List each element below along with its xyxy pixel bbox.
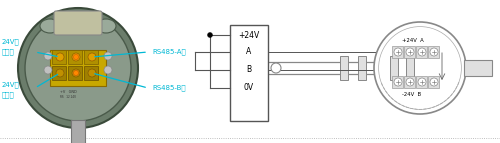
Bar [84, 66, 98, 80]
Text: -24V  B: -24V B [402, 92, 421, 97]
Text: 0V: 0V [244, 84, 254, 93]
Circle shape [406, 78, 414, 86]
Circle shape [56, 69, 64, 77]
Bar [68, 66, 82, 80]
Text: +24V: +24V [238, 30, 260, 39]
Circle shape [394, 48, 402, 56]
Ellipse shape [40, 19, 60, 33]
Circle shape [104, 66, 112, 74]
Text: RS   12 24V: RS 12 24V [60, 95, 76, 99]
Circle shape [74, 54, 78, 59]
Bar [416, 76, 427, 88]
Text: 源正极: 源正极 [2, 49, 15, 55]
Text: A: A [246, 47, 252, 56]
Text: 24V电: 24V电 [2, 82, 20, 88]
Circle shape [56, 53, 64, 61]
Bar [340, 56, 348, 80]
Text: +V   GND: +V GND [60, 90, 76, 94]
Bar [428, 46, 439, 58]
Bar [404, 76, 415, 88]
Circle shape [271, 63, 281, 73]
Bar [68, 50, 82, 64]
Bar [392, 76, 403, 88]
Circle shape [378, 27, 462, 109]
Bar [390, 56, 398, 80]
Text: +24V  A: +24V A [402, 37, 424, 42]
Bar [428, 76, 439, 88]
Bar [84, 50, 98, 64]
Text: RS485-B极: RS485-B极 [152, 85, 186, 91]
Circle shape [44, 66, 52, 74]
Bar [50, 50, 106, 86]
Circle shape [25, 15, 131, 121]
Circle shape [374, 22, 466, 114]
Text: RS485-A极: RS485-A极 [152, 49, 186, 55]
Circle shape [418, 48, 426, 56]
Circle shape [44, 52, 52, 60]
Text: B: B [246, 65, 252, 75]
Ellipse shape [96, 19, 116, 33]
Bar [406, 56, 414, 80]
Circle shape [72, 69, 80, 77]
Bar [230, 25, 268, 121]
Circle shape [430, 48, 438, 56]
Text: 24V电: 24V电 [2, 39, 20, 45]
Circle shape [104, 52, 112, 60]
Circle shape [406, 48, 414, 56]
Bar [358, 56, 366, 80]
Circle shape [88, 69, 96, 77]
Circle shape [74, 70, 78, 76]
FancyBboxPatch shape [54, 11, 102, 35]
Circle shape [72, 53, 80, 61]
Bar [392, 46, 403, 58]
Text: 源负极: 源负极 [2, 92, 15, 98]
Bar [52, 50, 66, 64]
Circle shape [430, 78, 438, 86]
Bar [404, 46, 415, 58]
Bar [71, 120, 85, 143]
Bar [416, 46, 427, 58]
Circle shape [18, 8, 138, 128]
Circle shape [418, 78, 426, 86]
Bar [52, 66, 66, 80]
Bar [464, 60, 492, 76]
Circle shape [394, 78, 402, 86]
Circle shape [88, 53, 96, 61]
Circle shape [208, 32, 212, 37]
